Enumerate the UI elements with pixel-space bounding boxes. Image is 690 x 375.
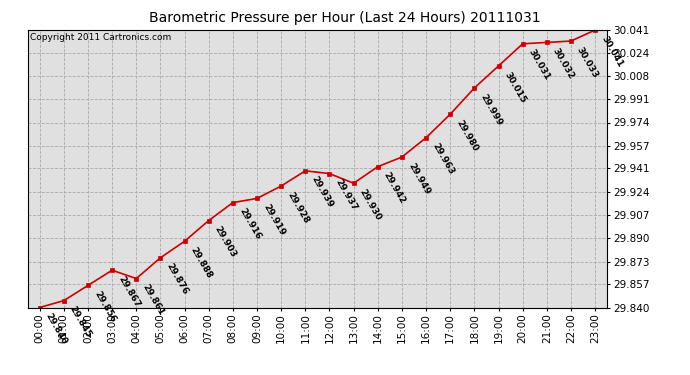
Text: 29.845: 29.845 [68,305,93,339]
Text: 30.031: 30.031 [527,48,552,82]
Text: 30.032: 30.032 [551,46,576,81]
Text: 29.942: 29.942 [382,171,407,206]
Text: Copyright 2011 Cartronics.com: Copyright 2011 Cartronics.com [30,33,172,42]
Text: 30.015: 30.015 [503,70,528,104]
Text: 29.939: 29.939 [310,175,335,210]
Text: 29.840: 29.840 [44,312,69,346]
Text: 29.963: 29.963 [431,142,455,177]
Text: 30.033: 30.033 [575,45,600,80]
Text: 29.949: 29.949 [406,161,431,196]
Text: 29.919: 29.919 [262,202,286,237]
Text: 29.903: 29.903 [213,225,238,259]
Text: 29.980: 29.980 [455,118,480,153]
Text: 29.916: 29.916 [237,207,262,242]
Text: 29.928: 29.928 [286,190,310,225]
Text: 29.861: 29.861 [141,283,166,317]
Text: 29.867: 29.867 [117,274,141,309]
Text: 29.856: 29.856 [92,290,117,324]
Text: 29.888: 29.888 [189,245,214,280]
Text: 30.041: 30.041 [600,34,624,69]
Text: 29.937: 29.937 [334,178,359,213]
Text: Barometric Pressure per Hour (Last 24 Hours) 20111031: Barometric Pressure per Hour (Last 24 Ho… [149,11,541,25]
Text: 29.999: 29.999 [479,92,504,127]
Text: 29.876: 29.876 [165,262,190,297]
Text: 29.930: 29.930 [358,188,383,222]
